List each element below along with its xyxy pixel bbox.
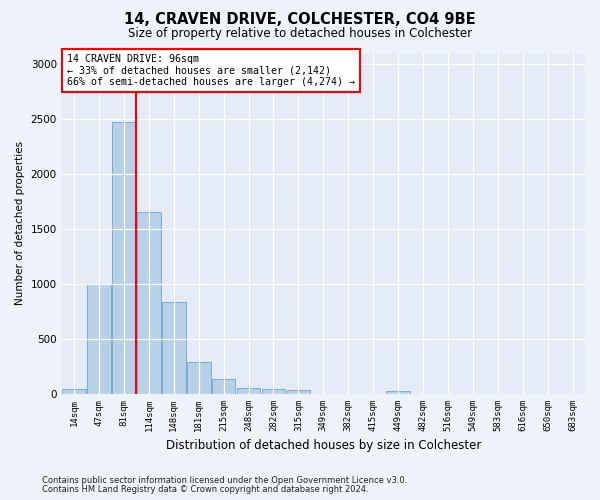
- Y-axis label: Number of detached properties: Number of detached properties: [15, 141, 25, 306]
- Bar: [237, 388, 260, 394]
- Bar: [112, 122, 136, 394]
- Bar: [162, 302, 185, 394]
- X-axis label: Distribution of detached houses by size in Colchester: Distribution of detached houses by size …: [166, 440, 481, 452]
- Bar: [87, 284, 111, 394]
- Bar: [386, 392, 410, 394]
- Text: Contains public sector information licensed under the Open Government Licence v3: Contains public sector information licen…: [42, 476, 407, 485]
- Text: Size of property relative to detached houses in Colchester: Size of property relative to detached ho…: [128, 28, 472, 40]
- Bar: [262, 388, 286, 394]
- Bar: [287, 390, 310, 394]
- Text: 14, CRAVEN DRIVE, COLCHESTER, CO4 9BE: 14, CRAVEN DRIVE, COLCHESTER, CO4 9BE: [124, 12, 476, 28]
- Bar: [187, 362, 211, 394]
- Bar: [137, 212, 161, 394]
- Bar: [212, 378, 235, 394]
- Text: Contains HM Land Registry data © Crown copyright and database right 2024.: Contains HM Land Registry data © Crown c…: [42, 485, 368, 494]
- Text: 14 CRAVEN DRIVE: 96sqm
← 33% of detached houses are smaller (2,142)
66% of semi-: 14 CRAVEN DRIVE: 96sqm ← 33% of detached…: [67, 54, 355, 88]
- Bar: [62, 388, 86, 394]
